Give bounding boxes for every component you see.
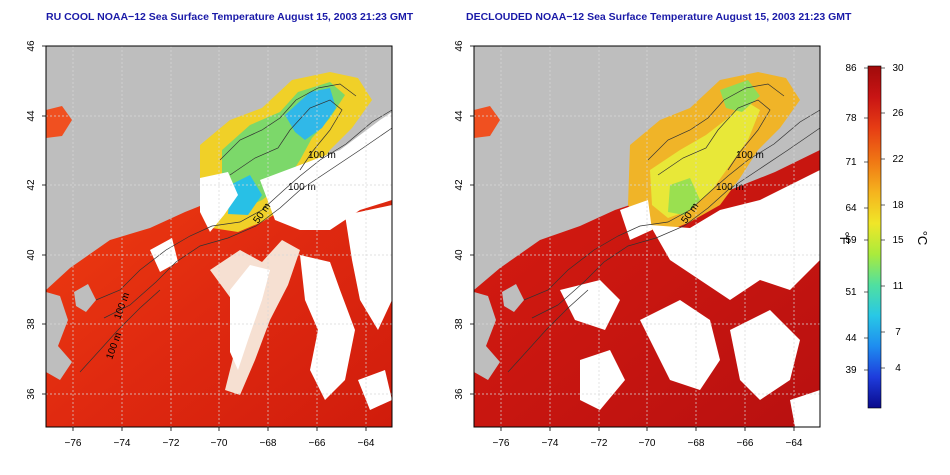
left-x-tick-label: −72: [163, 438, 180, 449]
left-panel-title: RU COOL NOAA−12 Sea Surface Temperature …: [46, 11, 414, 23]
fahrenheit-tick-label: 71: [845, 157, 857, 168]
left-x-tick-label: −66: [309, 438, 326, 449]
right-y-tick-label: 44: [454, 110, 465, 122]
right-y-tick-label: 38: [454, 318, 465, 330]
fahrenheit-tick-label: 86: [845, 63, 857, 74]
cloud-patch: [260, 112, 392, 230]
left-y-tick-label: 38: [26, 318, 37, 330]
fahrenheit-tick-label: 39: [845, 365, 857, 376]
cold-water: [285, 88, 336, 140]
lat-lon-grid: [46, 46, 392, 427]
left-x-tick-label: −76: [65, 438, 82, 449]
left-x-tick-label: −64: [358, 438, 375, 449]
left-y-tick-label: 40: [26, 249, 37, 261]
bathymetry-contours: [507, 83, 820, 373]
contour-label: 100 m: [288, 182, 316, 193]
contour-label: 100 m: [736, 150, 764, 161]
fahrenheit-tick-label: 78: [845, 113, 857, 124]
cloud-patch: [358, 370, 392, 410]
cloud-patch: [650, 170, 820, 300]
right-axes: −76 −74 −72 −70 −68 −66 −64 46 44 42 40 38 36: [454, 40, 803, 449]
cloud-patch: [345, 205, 392, 330]
cool-water: [668, 178, 700, 215]
cloud-patch: [620, 200, 652, 240]
fahrenheit-tick-label: 44: [845, 333, 857, 344]
celsius-tick-label: 18: [892, 200, 904, 211]
land-area: [502, 284, 524, 312]
colorbar: 86 78 71 64 59 51 44 39 30 26 22 18 15 11 7 4 °F °C: [837, 63, 930, 409]
celsius-tick-label: 4: [895, 363, 901, 374]
right-y-tick-label: 40: [454, 249, 465, 261]
warm-lake: [474, 106, 500, 138]
cloud-patch: [730, 310, 800, 400]
right-y-tick-label: 46: [454, 40, 465, 52]
right-x-tick-label: −74: [542, 438, 559, 449]
left-y-tick-label: 46: [26, 40, 37, 52]
cloud-patch: [640, 300, 720, 390]
celsius-tick-label: 26: [892, 108, 904, 119]
right-x-tick-label: −66: [737, 438, 754, 449]
right-y-tick-label: 42: [454, 179, 465, 191]
land-area: [74, 284, 96, 312]
left-y-tick-label: 42: [26, 179, 37, 191]
warm-lake: [46, 106, 72, 138]
land-area: [46, 292, 72, 380]
right-x-tick-label: −68: [688, 438, 705, 449]
left-axes: −76 −74 −72 −70 −68 −66 −64 46 44 42 40 38 36: [26, 40, 375, 449]
right-x-tick-label: −64: [786, 438, 803, 449]
fahrenheit-unit-label: °F: [837, 231, 852, 244]
right-panel-title: DECLOUDED NOAA−12 Sea Surface Temperatur…: [466, 11, 852, 23]
land-area: [474, 292, 500, 380]
cold-water: [228, 175, 262, 215]
celsius-unit-label: °C: [915, 231, 930, 246]
cloud-patch: [560, 280, 620, 330]
left-y-tick-label: 36: [26, 388, 37, 400]
cloud-patch: [580, 350, 625, 410]
right-x-tick-label: −70: [639, 438, 656, 449]
contour-label: 100 m: [308, 150, 336, 161]
fahrenheit-tick-label: 59: [845, 235, 857, 246]
colorbar-ticks: 86 78 71 64 59 51 44 39 30 26 22 18 15 11 7 4: [845, 63, 904, 376]
celsius-tick-label: 7: [895, 327, 901, 338]
right-x-tick-label: −72: [591, 438, 608, 449]
fahrenheit-tick-label: 51: [845, 287, 857, 298]
lat-lon-grid: [474, 46, 820, 427]
contour-label: 100 m: [716, 182, 744, 193]
cloud-patch: [300, 255, 355, 400]
right-x-tick-label: −76: [493, 438, 510, 449]
colorbar-scale: [867, 65, 882, 409]
left-x-tick-label: −70: [211, 438, 228, 449]
cloud-patch: [230, 265, 270, 370]
fahrenheit-tick-label: 64: [845, 203, 857, 214]
bathymetry-contours: [79, 83, 392, 373]
left-x-tick-label: −74: [114, 438, 131, 449]
left-x-tick-label: −68: [260, 438, 277, 449]
celsius-tick-label: 11: [893, 281, 904, 292]
left-y-tick-label: 44: [26, 110, 37, 122]
celsius-tick-label: 22: [892, 154, 904, 165]
cool-water: [720, 80, 760, 112]
right-y-tick-label: 36: [454, 388, 465, 400]
cloud-patch: [790, 390, 820, 427]
celsius-tick-label: 15: [892, 235, 904, 246]
right-sst-map: 100 m 100 m 50 m: [474, 46, 820, 427]
left-sst-map: 100 m 100 m 50 m 100 m 100 m: [46, 46, 392, 427]
celsius-tick-label: 30: [892, 63, 904, 74]
